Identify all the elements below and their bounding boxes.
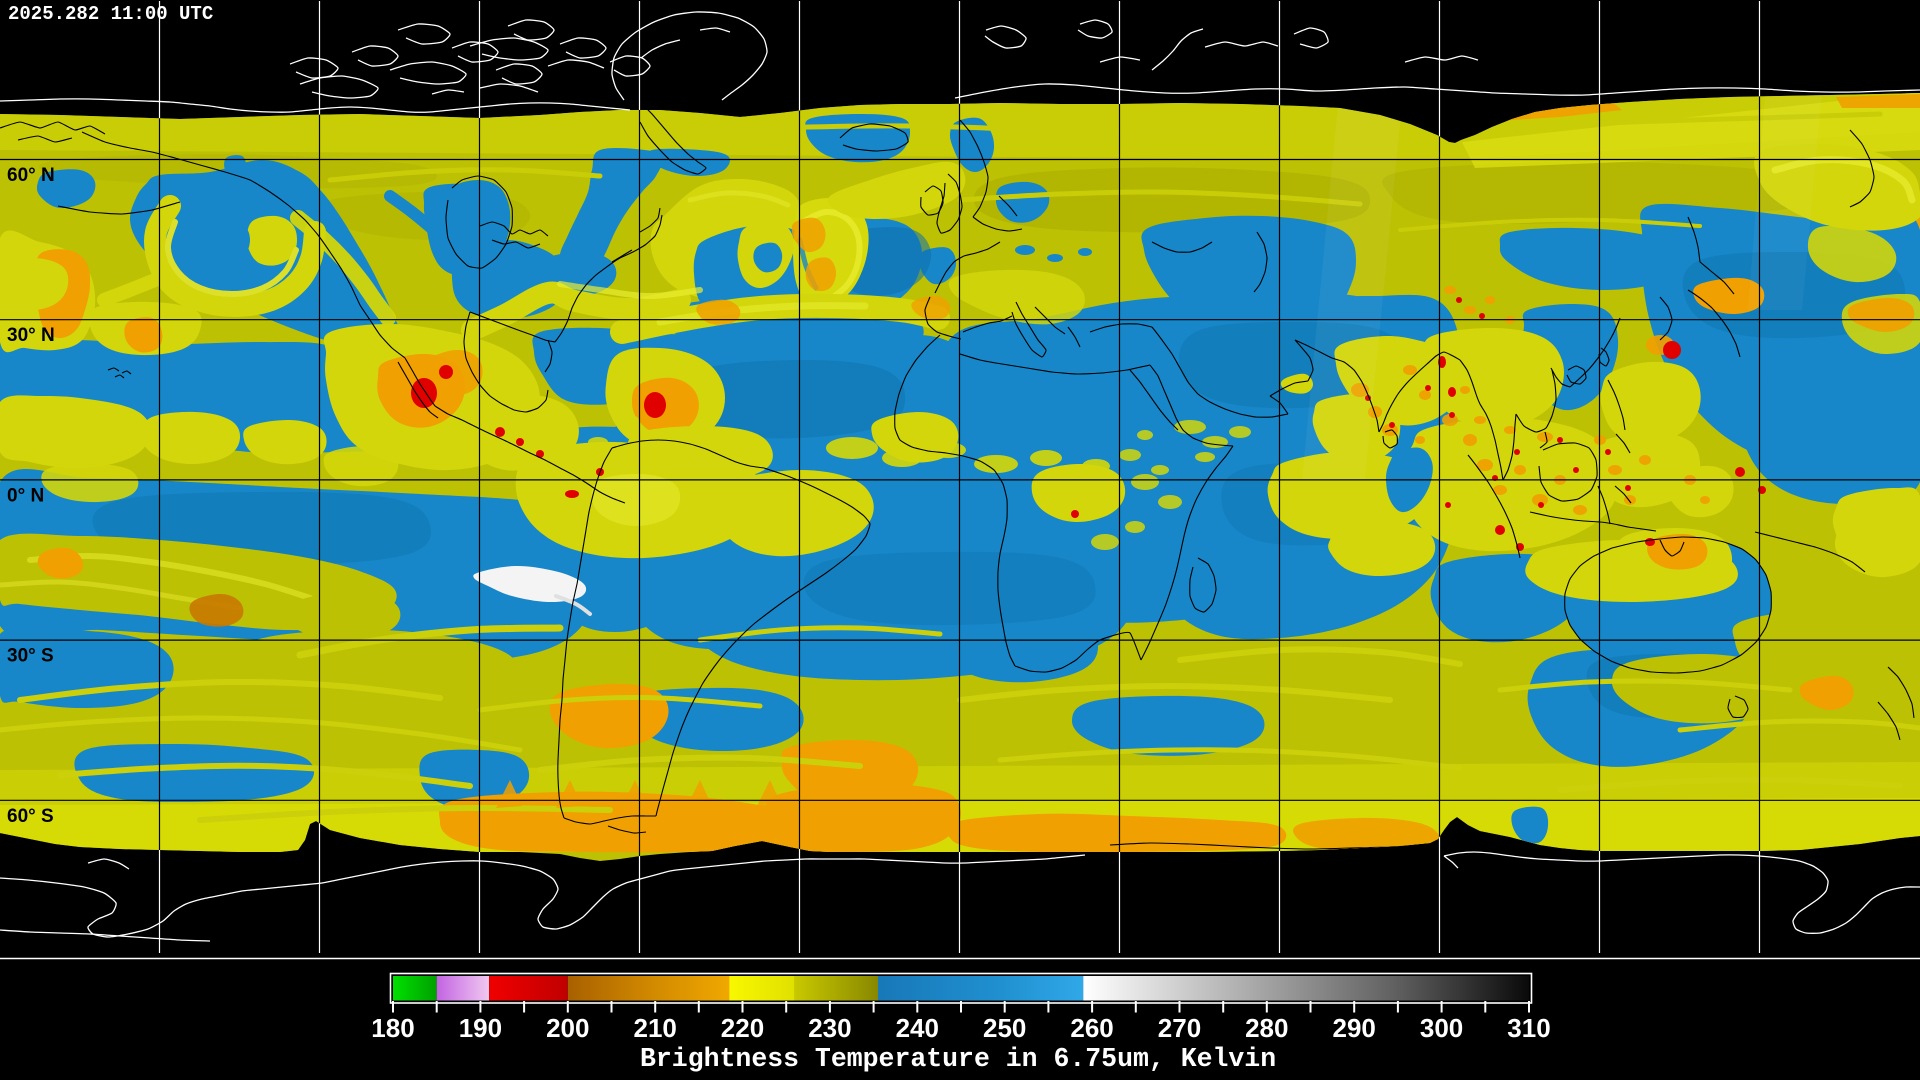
svg-text:Brightness Temperature in 6.75: Brightness Temperature in 6.75um, Kelvin (640, 1044, 1276, 1074)
svg-text:240: 240 (896, 1013, 939, 1043)
svg-text:2025.282 11:00 UTC: 2025.282 11:00 UTC (8, 3, 213, 25)
svg-text:190: 190 (459, 1013, 502, 1043)
svg-text:230: 230 (808, 1013, 851, 1043)
svg-text:290: 290 (1333, 1013, 1376, 1043)
svg-text:200: 200 (546, 1013, 589, 1043)
svg-text:180: 180 (371, 1013, 414, 1043)
svg-text:30° S: 30° S (7, 646, 54, 667)
svg-text:210: 210 (634, 1013, 677, 1043)
svg-text:300: 300 (1420, 1013, 1463, 1043)
svg-text:0° N: 0° N (7, 485, 44, 506)
svg-text:270: 270 (1158, 1013, 1201, 1043)
svg-text:220: 220 (721, 1013, 764, 1043)
svg-text:250: 250 (983, 1013, 1026, 1043)
svg-text:280: 280 (1245, 1013, 1288, 1043)
svg-text:310: 310 (1507, 1013, 1550, 1043)
svg-text:60° S: 60° S (7, 806, 54, 827)
svg-text:260: 260 (1070, 1013, 1113, 1043)
svg-text:60° N: 60° N (7, 165, 55, 186)
svg-text:30° N: 30° N (7, 325, 55, 346)
